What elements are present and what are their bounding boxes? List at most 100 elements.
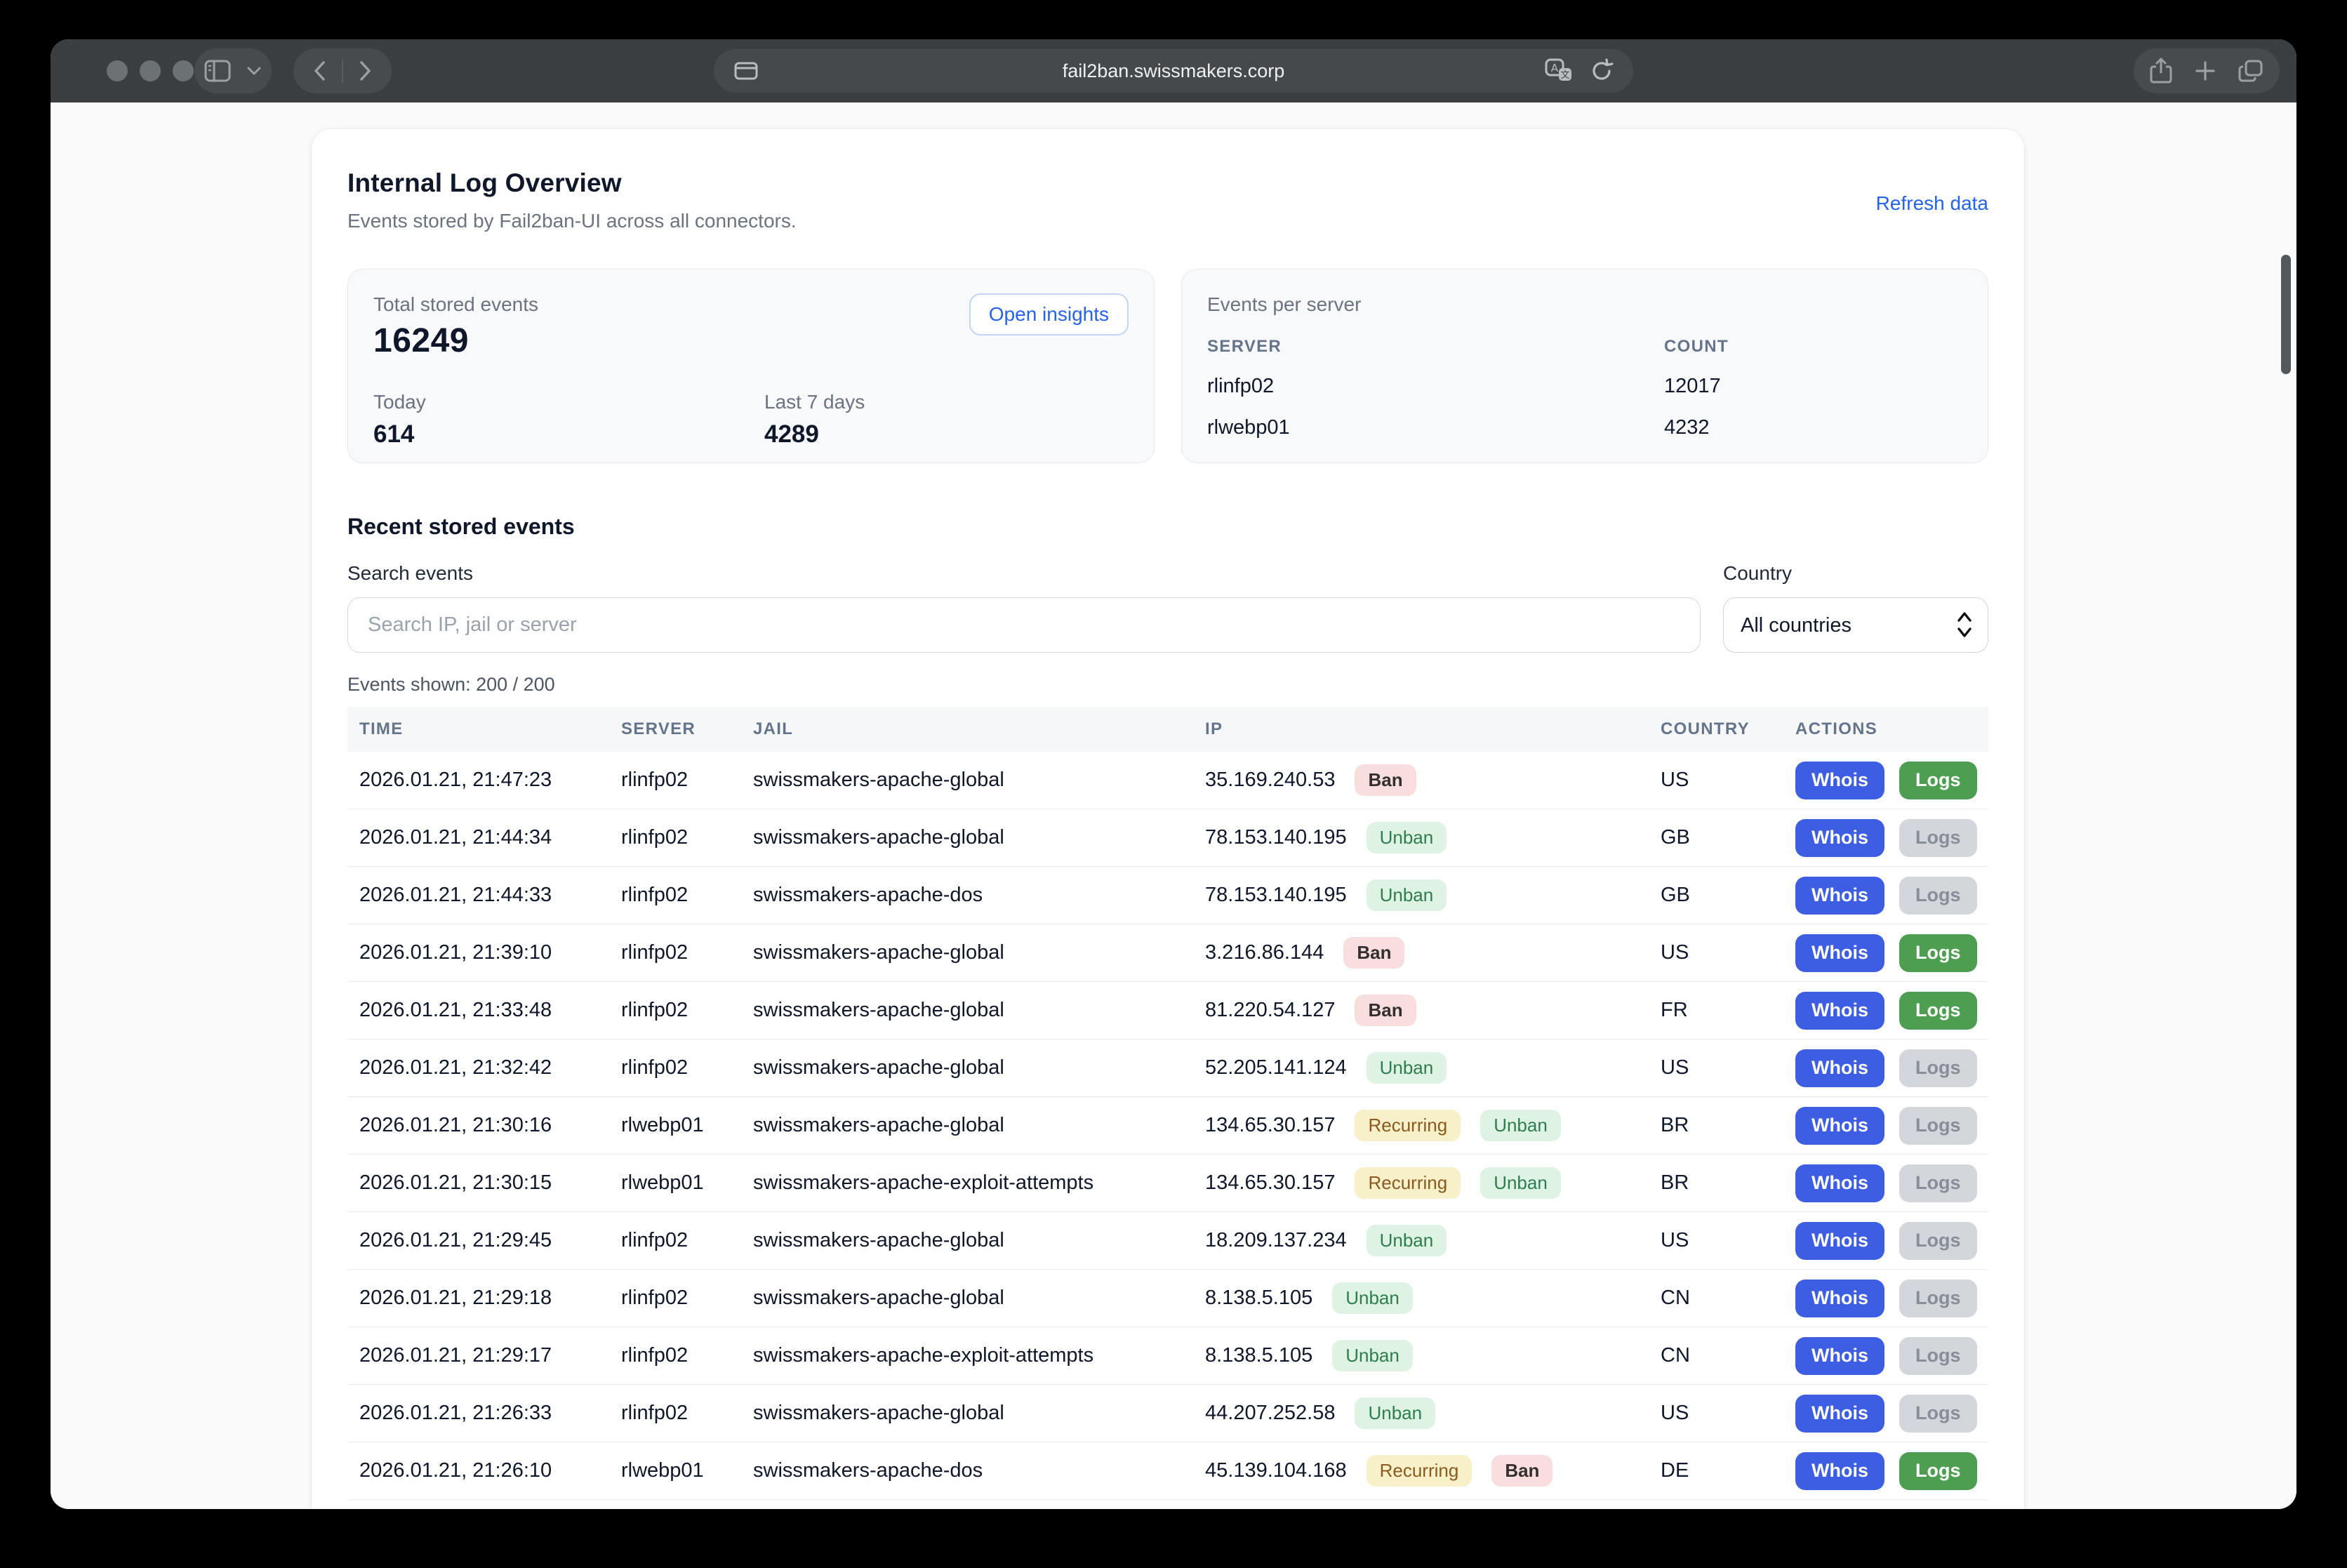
new-tab-icon[interactable] — [2194, 60, 2216, 82]
event-time: 2026.01.21, 21:39:10 — [359, 941, 552, 964]
event-server: rlinfp02 — [621, 884, 689, 906]
close-icon[interactable] — [107, 60, 128, 81]
whois-button[interactable]: Whois — [1795, 1336, 1884, 1375]
event-actions: Whois Logs — [1795, 991, 1988, 1030]
logs-button: Logs — [1899, 818, 1977, 857]
status-badge: Unban — [1332, 1282, 1413, 1314]
event-jail: swissmakers-apache-exploit-attempts — [753, 1344, 1094, 1367]
whois-button[interactable]: Whois — [1795, 1164, 1884, 1202]
server-name: rlwebp01 — [1207, 416, 1290, 439]
status-badge: Recurring — [1366, 1455, 1472, 1487]
whois-button[interactable]: Whois — [1795, 761, 1884, 799]
event-time: 2026.01.21, 21:44:33 — [359, 884, 552, 906]
event-country: BR — [1661, 1171, 1689, 1194]
website-icon — [733, 60, 759, 81]
count-column-header: COUNT — [1664, 337, 1729, 356]
event-ip-cell: 8.138.5.105 Unban — [1205, 1282, 1661, 1314]
today-label: Today — [373, 391, 426, 413]
per-server-title: Events per server — [1207, 293, 1362, 315]
status-badge: Ban — [1355, 764, 1416, 796]
event-time: 2026.01.21, 21:29:45 — [359, 1229, 552, 1251]
logs-button: Logs — [1899, 1279, 1977, 1317]
server-count-row: rlwebp01 4232 — [1207, 416, 1962, 439]
server-count-rows: rlinfp02 12017 rlwebp01 4232 — [1207, 375, 1962, 439]
event-time: 2026.01.21, 21:32:42 — [359, 1056, 552, 1079]
event-actions: Whois Logs — [1795, 1106, 1988, 1145]
event-jail: swissmakers-apache-global — [753, 1402, 1004, 1424]
minimize-icon[interactable] — [140, 60, 161, 81]
event-ip: 78.153.140.195 — [1205, 826, 1347, 849]
event-ip-cell: 45.139.104.168 Recurring Ban — [1205, 1455, 1661, 1487]
forward-icon[interactable] — [359, 60, 373, 82]
logs-button: Logs — [1899, 1164, 1977, 1202]
reload-icon[interactable] — [1588, 58, 1615, 84]
event-jail: swissmakers-apache-dos — [753, 884, 983, 906]
main-card: Internal Log Overview Events stored by F… — [312, 129, 2024, 1509]
whois-button[interactable]: Whois — [1795, 934, 1884, 972]
page-title: Internal Log Overview — [347, 168, 622, 197]
back-icon[interactable] — [312, 60, 326, 82]
event-ip: 78.153.140.195 — [1205, 884, 1347, 906]
event-jail: swissmakers-apache-global — [753, 999, 1004, 1021]
whois-button[interactable]: Whois — [1795, 1221, 1884, 1260]
url-text[interactable]: fail2ban.swissmakers.corp — [1062, 60, 1285, 81]
whois-button[interactable]: Whois — [1795, 876, 1884, 915]
status-badge: Unban — [1480, 1110, 1561, 1141]
event-ip: 35.169.240.53 — [1205, 769, 1336, 791]
whois-button[interactable]: Whois — [1795, 1451, 1884, 1490]
table-row: 2026.01.21, 21:32:42 rlinfp02 swissmakers-… — [347, 1039, 1988, 1097]
logs-button: Logs — [1899, 1394, 1977, 1433]
event-jail: swissmakers-apache-global — [753, 1287, 1004, 1309]
event-ip-cell: 35.169.240.53 Ban — [1205, 764, 1661, 796]
events-shown-count: Events shown: 200 / 200 — [347, 674, 555, 695]
table-row: 2026.01.21, 21:30:15 rlwebp01 swissmakers-… — [347, 1155, 1988, 1212]
last7-label: Last 7 days — [764, 391, 865, 413]
event-actions: Whois Logs — [1795, 1221, 1988, 1260]
server-column-header: SERVER — [1207, 337, 1282, 356]
event-jail: swissmakers-apache-global — [753, 1114, 1004, 1136]
share-icon[interactable] — [2149, 57, 2173, 85]
search-input[interactable] — [347, 597, 1701, 653]
traffic-lights — [107, 60, 194, 81]
scrollbar-thumb[interactable] — [2281, 255, 2291, 374]
logs-button[interactable]: Logs — [1899, 1451, 1977, 1490]
event-time: 2026.01.21, 21:26:33 — [359, 1402, 552, 1424]
col-country: COUNTRY — [1661, 719, 1750, 738]
logs-button[interactable]: Logs — [1899, 761, 1977, 799]
logs-button[interactable]: Logs — [1899, 934, 1977, 972]
logs-button[interactable]: Logs — [1899, 991, 1977, 1030]
event-jail: swissmakers-apache-exploit-attempts — [753, 1171, 1094, 1194]
event-time: 2026.01.21, 21:44:34 — [359, 826, 552, 849]
events-table: TIME SERVER JAIL IP COUNTRY ACTIONS 2026… — [347, 707, 1988, 1500]
col-server: SERVER — [621, 719, 696, 738]
whois-button[interactable]: Whois — [1795, 1106, 1884, 1145]
table-header: TIME SERVER JAIL IP COUNTRY ACTIONS — [347, 707, 1988, 752]
event-actions: Whois Logs — [1795, 1451, 1988, 1490]
chevron-down-icon — [246, 66, 262, 76]
refresh-data-link[interactable]: Refresh data — [1875, 192, 1988, 214]
col-time: TIME — [359, 719, 404, 738]
whois-button[interactable]: Whois — [1795, 1049, 1884, 1087]
status-badge: Unban — [1366, 1052, 1447, 1084]
logs-button: Logs — [1899, 1049, 1977, 1087]
country-select[interactable]: All countries — [1723, 597, 1988, 653]
event-country: US — [1661, 1402, 1689, 1424]
page-content: Internal Log Overview Events stored by F… — [51, 102, 2296, 1509]
table-row: 2026.01.21, 21:47:23 rlinfp02 swissmakers-… — [347, 752, 1988, 809]
event-ip-cell: 134.65.30.157 Recurring Unban — [1205, 1110, 1661, 1141]
sidebar-toggle[interactable] — [194, 48, 272, 93]
event-jail: swissmakers-apache-global — [753, 769, 1004, 791]
zoom-icon[interactable] — [173, 60, 194, 81]
whois-button[interactable]: Whois — [1795, 991, 1884, 1030]
whois-button[interactable]: Whois — [1795, 1394, 1884, 1433]
event-ip: 134.65.30.157 — [1205, 1171, 1336, 1194]
open-insights-button[interactable]: Open insights — [969, 293, 1129, 335]
nav-controls — [293, 48, 392, 93]
whois-button[interactable]: Whois — [1795, 1279, 1884, 1317]
whois-button[interactable]: Whois — [1795, 818, 1884, 857]
event-ip-cell: 78.153.140.195 Unban — [1205, 879, 1661, 911]
server-count: 4232 — [1664, 416, 1710, 439]
tabs-icon[interactable] — [2238, 58, 2264, 84]
